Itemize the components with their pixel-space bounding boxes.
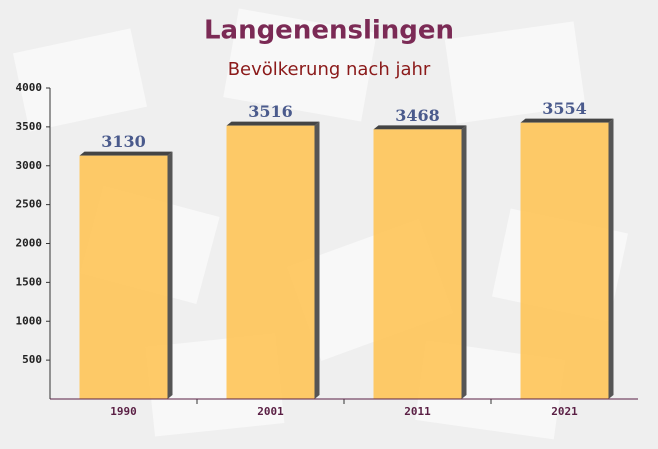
- y-tick-label: 3000: [16, 159, 43, 172]
- y-tick-label: 3500: [16, 120, 43, 133]
- value-label: 3516: [248, 102, 293, 121]
- bar-shadow: [608, 118, 614, 399]
- y-tick-label: 1000: [16, 314, 43, 327]
- bar: [373, 129, 462, 399]
- y-tick-label: 1500: [16, 275, 43, 288]
- bar: [520, 122, 609, 399]
- y-tick-label: 2000: [16, 237, 43, 250]
- bar-shadow: [520, 118, 614, 123]
- bar-shadow: [373, 125, 467, 130]
- y-tick-label: 2500: [16, 198, 43, 211]
- value-label: 3468: [395, 106, 440, 125]
- y-tick-label: 4000: [16, 81, 43, 94]
- value-label: 3554: [542, 99, 587, 118]
- chart-title: Langenenslingen: [204, 16, 454, 46]
- bar-shadow: [461, 125, 467, 399]
- x-tick-label: 2021: [551, 405, 578, 418]
- x-tick-label: 2001: [257, 405, 284, 418]
- bar-shadow: [167, 151, 173, 399]
- y-tick-label: 500: [22, 353, 42, 366]
- chart-subtitle: Bevölkerung nach jahr: [228, 59, 431, 80]
- x-tick-label: 2011: [404, 405, 431, 418]
- bar-shadow: [226, 121, 320, 126]
- x-tick-label: 1990: [110, 405, 137, 418]
- bar-shadow: [79, 151, 173, 156]
- value-label: 3130: [101, 132, 146, 151]
- bar: [226, 125, 315, 400]
- bar: [79, 155, 168, 399]
- bar-shadow: [314, 121, 320, 400]
